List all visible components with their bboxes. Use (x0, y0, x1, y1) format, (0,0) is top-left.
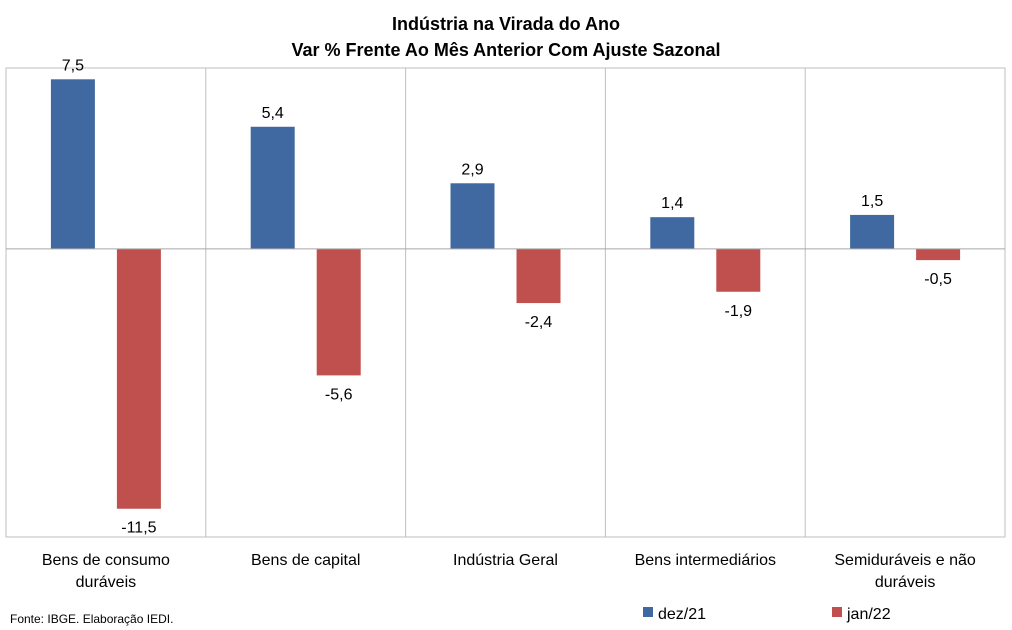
data-label: -5,6 (325, 386, 353, 403)
category-label: Semiduráveis e não (834, 552, 976, 569)
data-label: 7,5 (62, 57, 84, 74)
category-label: Bens de capital (251, 552, 360, 569)
category-label: Indústria Geral (453, 552, 558, 569)
data-label: -0,5 (924, 271, 952, 288)
legend-label-dez-21: dez/21 (658, 606, 706, 623)
plot-border (5, 67, 1006, 538)
bar-jan-22-3 (716, 248, 761, 292)
bar-dez-21-3 (650, 217, 695, 249)
plot-area: 7,5 -11,5 Bens de consumo duráveis 5,4 -5,6 Be… (5, 57, 1006, 591)
data-label: -11,5 (121, 520, 156, 537)
bar-dez-21-1 (250, 126, 295, 249)
bar-jan-22-0 (116, 248, 161, 509)
category-label: duráveis (875, 574, 935, 591)
data-label: -1,9 (725, 303, 753, 320)
footnote: Fonte: IBGE. Elaboração IEDI. (10, 612, 173, 626)
chart-subtitle: Var % Frente Ao Mês Anterior Com Ajuste … (291, 40, 720, 60)
bar-dez-21-4 (850, 214, 895, 249)
data-label: -2,4 (525, 314, 553, 331)
bar-jan-22-2 (516, 248, 561, 304)
bar-jan-22-1 (316, 248, 361, 376)
data-label: 5,4 (262, 105, 284, 122)
data-label: 2,9 (461, 161, 483, 178)
legend: dez/21 jan/22 (643, 606, 891, 623)
bar-jan-22-4 (916, 248, 961, 261)
bar-dez-21-0 (50, 79, 95, 249)
data-label: 1,4 (661, 195, 683, 212)
category-label: Bens intermediários (635, 552, 776, 569)
bar-dez-21-2 (450, 183, 495, 249)
legend-label-jan-22: jan/22 (846, 606, 891, 623)
category-label: Bens de consumo (42, 552, 170, 569)
legend-swatch-jan-22 (832, 607, 842, 617)
data-label: 1,5 (861, 193, 883, 210)
category-label: duráveis (76, 574, 136, 591)
chart-title: Indústria na Virada do Ano (392, 14, 620, 34)
legend-swatch-dez-21 (643, 607, 653, 617)
